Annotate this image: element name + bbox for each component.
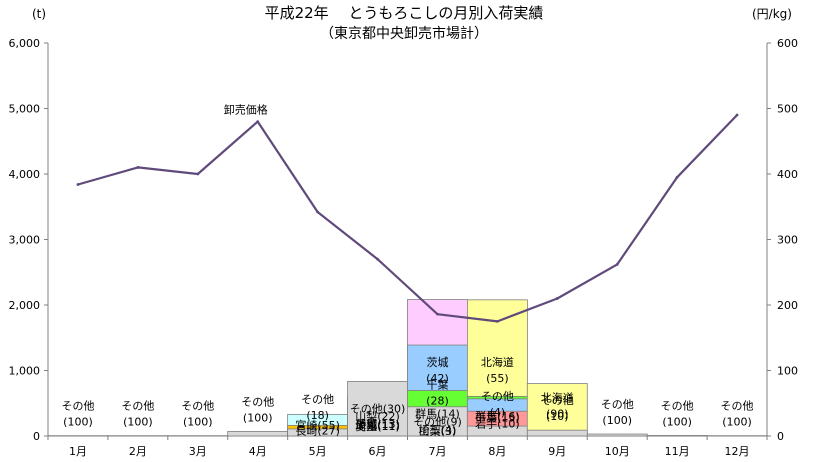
price-point <box>615 262 619 266</box>
y2-tick-label: 200 <box>777 299 798 312</box>
bar-seg-5-3-share: (18) <box>306 409 329 422</box>
bar-seg-2-1-share: (100) <box>123 416 153 429</box>
bar-seg-5-1-label: 宮崎(55) <box>295 418 340 432</box>
y-tick-label: 0 <box>33 430 40 443</box>
y2-tick-label: 400 <box>777 168 798 181</box>
price-point <box>495 319 499 323</box>
chart-title: 平成22年 とうもろこしの月別入荷実績 <box>265 4 544 22</box>
bar-seg-4-1-share: (100) <box>243 411 273 424</box>
bar-seg-7-2-name: 千葉 <box>426 378 448 392</box>
label-layer: その他 (100) その他 (100) その他 (100) その他 (100) 宮崎(55)長崎… <box>61 103 753 439</box>
x-tick-label: 6月 <box>369 445 387 458</box>
bar-seg-9-2-share: (10) <box>546 410 569 423</box>
price-point <box>76 183 80 186</box>
bar-seg-9-1-name: 北海道 <box>541 391 574 405</box>
y-tick-label: 6,000 <box>9 37 41 50</box>
bar-seg-10-1-share: (100) <box>602 414 632 427</box>
x-tick-label: 5月 <box>309 445 327 458</box>
bar-seg-3-1-name: その他 <box>181 400 214 413</box>
x-tick-label: 7月 <box>428 445 446 458</box>
bar-seg-7-4-label: 埼玉(4) <box>419 423 457 437</box>
y-tick-label: 5,000 <box>9 103 41 116</box>
x-tick-label: 4月 <box>249 445 267 458</box>
bar-seg-8-5-share: (4) <box>490 406 506 419</box>
bar-segment-9-1 <box>526 383 588 437</box>
bar-seg-7-6-label: その他(9) <box>413 415 462 428</box>
x-tick-label: 3月 <box>189 445 207 458</box>
price-line-label: 卸売価格 <box>224 103 268 117</box>
x-tick-label: 10月 <box>605 445 630 458</box>
bar-segment-9-2 <box>526 429 588 437</box>
y2-tick-label: 0 <box>777 430 784 443</box>
y-tick-label: 4,000 <box>9 168 41 181</box>
x-tick-label: 9月 <box>548 445 566 458</box>
bar-seg-1-1-name: その他 <box>61 400 94 413</box>
bar-seg-8-3-label: 千葉(15) <box>475 410 520 424</box>
bar-seg-5-3-name: その他 <box>301 393 334 406</box>
price-point <box>735 113 739 117</box>
bar-layer <box>47 299 768 437</box>
bar-seg-8-2-label: 群馬(16) <box>475 409 520 423</box>
y2-tick-label: 500 <box>777 103 798 116</box>
bar-segment-10-1 <box>586 433 648 437</box>
bar-seg-6-4-label: 埼玉(11) <box>355 419 400 433</box>
bar-seg-6-3-label: 茨城(13) <box>355 417 400 431</box>
left-axis-unit: (t) <box>32 7 46 21</box>
price-point <box>555 297 559 300</box>
x-tick-label: 8月 <box>488 445 506 458</box>
bar-seg-5-2-label: 長崎(27) <box>295 424 340 438</box>
bar-segment-7-6 <box>407 406 468 437</box>
bar-seg-7-1-share: (42) <box>426 372 449 385</box>
y-tick-label: 2,000 <box>9 299 41 312</box>
bar-seg-8-1-share: (55) <box>486 372 509 385</box>
price-point <box>136 166 140 169</box>
bar-seg-6-6-label: その他(30) <box>350 403 406 416</box>
bar-seg-9-2-name: その他 <box>541 394 574 407</box>
y-tick-label: 1,000 <box>9 365 41 378</box>
price-point <box>316 210 320 214</box>
price-point <box>675 175 679 179</box>
price-line <box>77 114 738 323</box>
price-point <box>376 257 379 261</box>
bar-seg-12-1-share: (100) <box>722 416 752 429</box>
bar-segment-4-1 <box>227 431 289 437</box>
bar-seg-9-1-share: (90) <box>546 408 569 421</box>
bar-seg-8-5-name: その他 <box>481 390 514 403</box>
bar-seg-2-1-name: その他 <box>121 400 154 413</box>
bar-seg-4-1-name: その他 <box>241 395 274 408</box>
y2-tick-label: 600 <box>777 37 798 50</box>
bar-seg-7-3-label: 群馬(14) <box>415 406 460 420</box>
price-point <box>256 120 260 123</box>
bar-seg-3-1-share: (100) <box>183 416 213 429</box>
x-tick-label: 1月 <box>69 445 87 458</box>
x-tick-label: 2月 <box>129 445 147 458</box>
bar-seg-10-1-name: その他 <box>601 398 634 411</box>
bar-seg-8-1-name: 北海道 <box>481 355 514 369</box>
price-point <box>196 172 200 176</box>
bar-seg-11-1-name: その他 <box>661 399 694 412</box>
y-tick-label: 3,000 <box>9 234 41 247</box>
bar-seg-8-4-label: 岩手(10) <box>475 417 520 431</box>
bar-seg-6-1-label: 山梨(22) <box>355 409 400 423</box>
right-axis-unit: (円/kg) <box>752 7 792 21</box>
bar-segment-11-1 <box>646 435 708 437</box>
x-tick-label: 11月 <box>665 445 690 458</box>
bar-seg-7-2-share: (28) <box>426 395 449 408</box>
bar-seg-11-1-share: (100) <box>662 415 692 428</box>
bar-segment-6-6 <box>347 380 408 437</box>
bar-seg-7-5-label: 山梨(3) <box>419 424 457 438</box>
bar-seg-6-2-label: 千葉(13) <box>355 417 400 431</box>
price-line-layer <box>76 113 739 323</box>
chart-subtitle: （東京都中央卸売市場計） <box>320 25 488 42</box>
bar-seg-7-1-name: 茨城 <box>426 355 448 369</box>
bar-seg-12-1-name: その他 <box>721 400 754 413</box>
y2-tick-label: 300 <box>777 234 798 247</box>
x-tick-label: 12月 <box>725 445 750 458</box>
price-point <box>436 312 439 316</box>
bar-seg-6-5-label: 愛知(11) <box>355 419 400 433</box>
y2-tick-label: 100 <box>777 365 798 378</box>
bar-seg-1-1-share: (100) <box>63 416 93 429</box>
